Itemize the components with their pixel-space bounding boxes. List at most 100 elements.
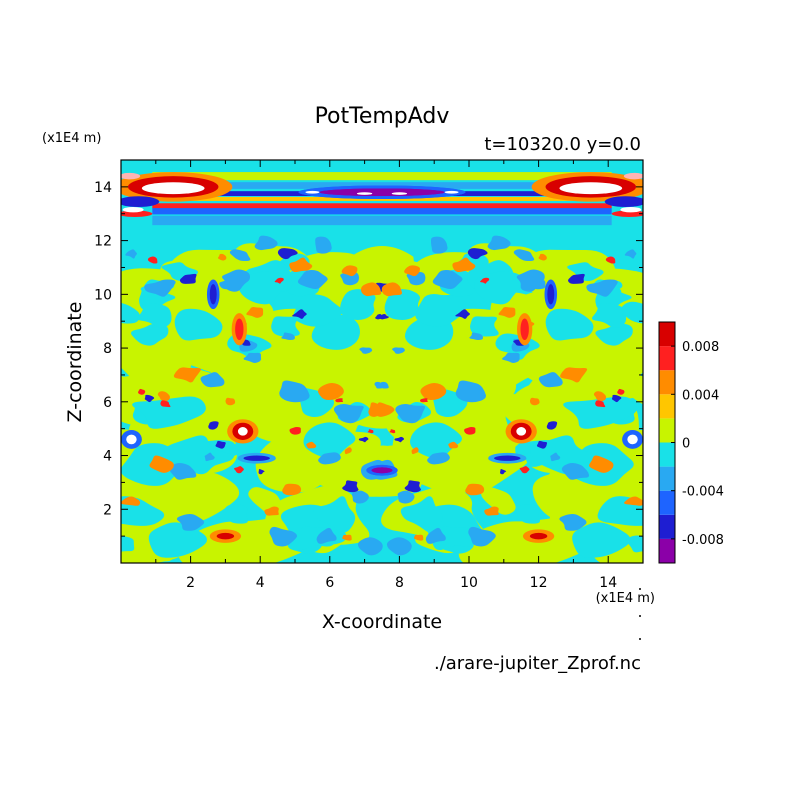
upper-layer-band	[152, 215, 612, 226]
colorbar-swatch	[659, 394, 675, 419]
colorbar-tick-label: 0.008	[682, 340, 719, 355]
footer-dot	[639, 615, 641, 617]
contour-eddy-positive	[237, 427, 248, 436]
colorbar-tick-label: -0.004	[682, 485, 724, 500]
contour-negative-region	[561, 462, 590, 480]
contour-positive-region	[282, 483, 302, 496]
contour-negative-region	[394, 436, 405, 443]
contour-negative-region	[536, 440, 548, 449]
contour-zero-region	[530, 435, 599, 475]
contour-negative-region	[487, 235, 511, 251]
y-tick-label: 2	[103, 502, 112, 518]
contour-negative-region	[500, 469, 507, 475]
contour-negative-region	[455, 380, 486, 403]
contour-negative-region	[467, 248, 488, 260]
contour-positive-region	[465, 483, 485, 496]
contour-zero-region	[595, 323, 633, 346]
contour-positive-region	[617, 388, 625, 395]
contour-positive-region	[289, 257, 313, 273]
contour-negative-region	[546, 421, 558, 430]
contour-zero-region	[229, 443, 254, 457]
contour-zero-region	[313, 496, 356, 533]
contour-negative-region	[469, 332, 484, 340]
contour-negative-region	[430, 236, 448, 254]
colorbar-swatch	[659, 514, 675, 539]
contour-positive-region	[589, 455, 614, 473]
contour-positive-region	[464, 427, 476, 435]
contour-negative-region	[318, 452, 341, 465]
x-axis: 2 4 6 8 10 12 14	[155, 160, 617, 591]
contour-positive-region	[234, 466, 244, 474]
upper-layer-band	[152, 172, 612, 181]
contour-corner-negative	[121, 196, 160, 208]
contour-negative-region	[281, 332, 295, 340]
upper-layer-band	[152, 182, 612, 189]
contour-negative-region	[243, 352, 262, 363]
colorbar-swatch	[659, 370, 675, 395]
x-tick-label: 2	[186, 575, 195, 591]
contour-eddy-positive	[516, 427, 527, 436]
y-tick-label: 6	[103, 395, 112, 411]
contour-upper-negative	[319, 188, 445, 197]
contour-negative-region	[374, 381, 383, 389]
contour-zero-region	[238, 271, 287, 305]
contour-zero-region	[293, 294, 344, 327]
colorbar-swatch	[659, 418, 675, 443]
contour-eddy-positive	[235, 318, 244, 341]
contour-positive-region	[149, 455, 174, 473]
contour-positive-region	[160, 400, 171, 408]
contour-negative-region	[395, 403, 426, 424]
plot-frame	[120, 159, 644, 564]
y-axis-label: Z-coordinate	[64, 302, 86, 423]
contour-positive-region	[480, 277, 490, 284]
contour-corner-positive	[121, 172, 141, 180]
y-tick-label: 12	[94, 234, 112, 250]
contour-negative-region	[340, 271, 360, 286]
contour-positive-region	[344, 447, 352, 455]
footer-dot	[639, 588, 641, 590]
contour-negative-region	[586, 279, 618, 297]
colorbar: 0.008 0.004 0 -0.004 -0.008	[658, 321, 724, 564]
contour-negative-region	[468, 526, 496, 547]
contour-negative-region	[315, 236, 332, 254]
contour-negative-region	[333, 403, 364, 424]
contour-zero-region	[121, 302, 140, 324]
contour-zero-region	[303, 422, 356, 459]
contour-negative-region	[297, 269, 328, 289]
contour-negative-region	[208, 421, 219, 430]
contour-positive-region	[595, 400, 606, 408]
contour-negative-region	[559, 514, 587, 531]
contour-zero-region	[621, 301, 643, 324]
contour-positive-region	[317, 382, 344, 400]
contour-negative-region	[357, 537, 383, 556]
x-tick-label: 6	[325, 575, 334, 591]
contour-zero-region	[340, 289, 376, 320]
contour-negative-region	[502, 352, 520, 363]
contour-negative-region	[397, 490, 415, 504]
contour-positive-region	[420, 382, 447, 400]
contour-negative-region	[513, 249, 535, 262]
contour-positive-region	[264, 506, 279, 516]
contour-upper-negative	[356, 192, 373, 195]
contour-zero-region	[410, 422, 462, 459]
contour-negative-region	[279, 380, 310, 403]
contour-zero-region	[400, 496, 443, 533]
contour-positive-region	[274, 277, 284, 284]
upper-layer-band	[152, 203, 612, 209]
contour-positive-region	[529, 397, 540, 406]
contour-negative-region	[427, 452, 450, 465]
contour-eddy-negative	[126, 434, 137, 445]
contour-negative-region	[200, 372, 225, 388]
contour-zero-region	[563, 396, 637, 429]
contour-zero-region	[626, 535, 643, 553]
contour-negative-region	[624, 249, 637, 259]
contour-upper-negative	[391, 192, 408, 195]
colorbar-tick-label: -0.008	[682, 533, 724, 548]
plot-area	[121, 160, 643, 563]
contour-negative-region	[176, 514, 205, 531]
footer-dots	[639, 588, 641, 640]
colorbar-swatch	[659, 538, 675, 563]
chart-subtitle: t=10320.0 y=0.0	[484, 134, 641, 155]
contour-negative-region	[169, 462, 197, 480]
